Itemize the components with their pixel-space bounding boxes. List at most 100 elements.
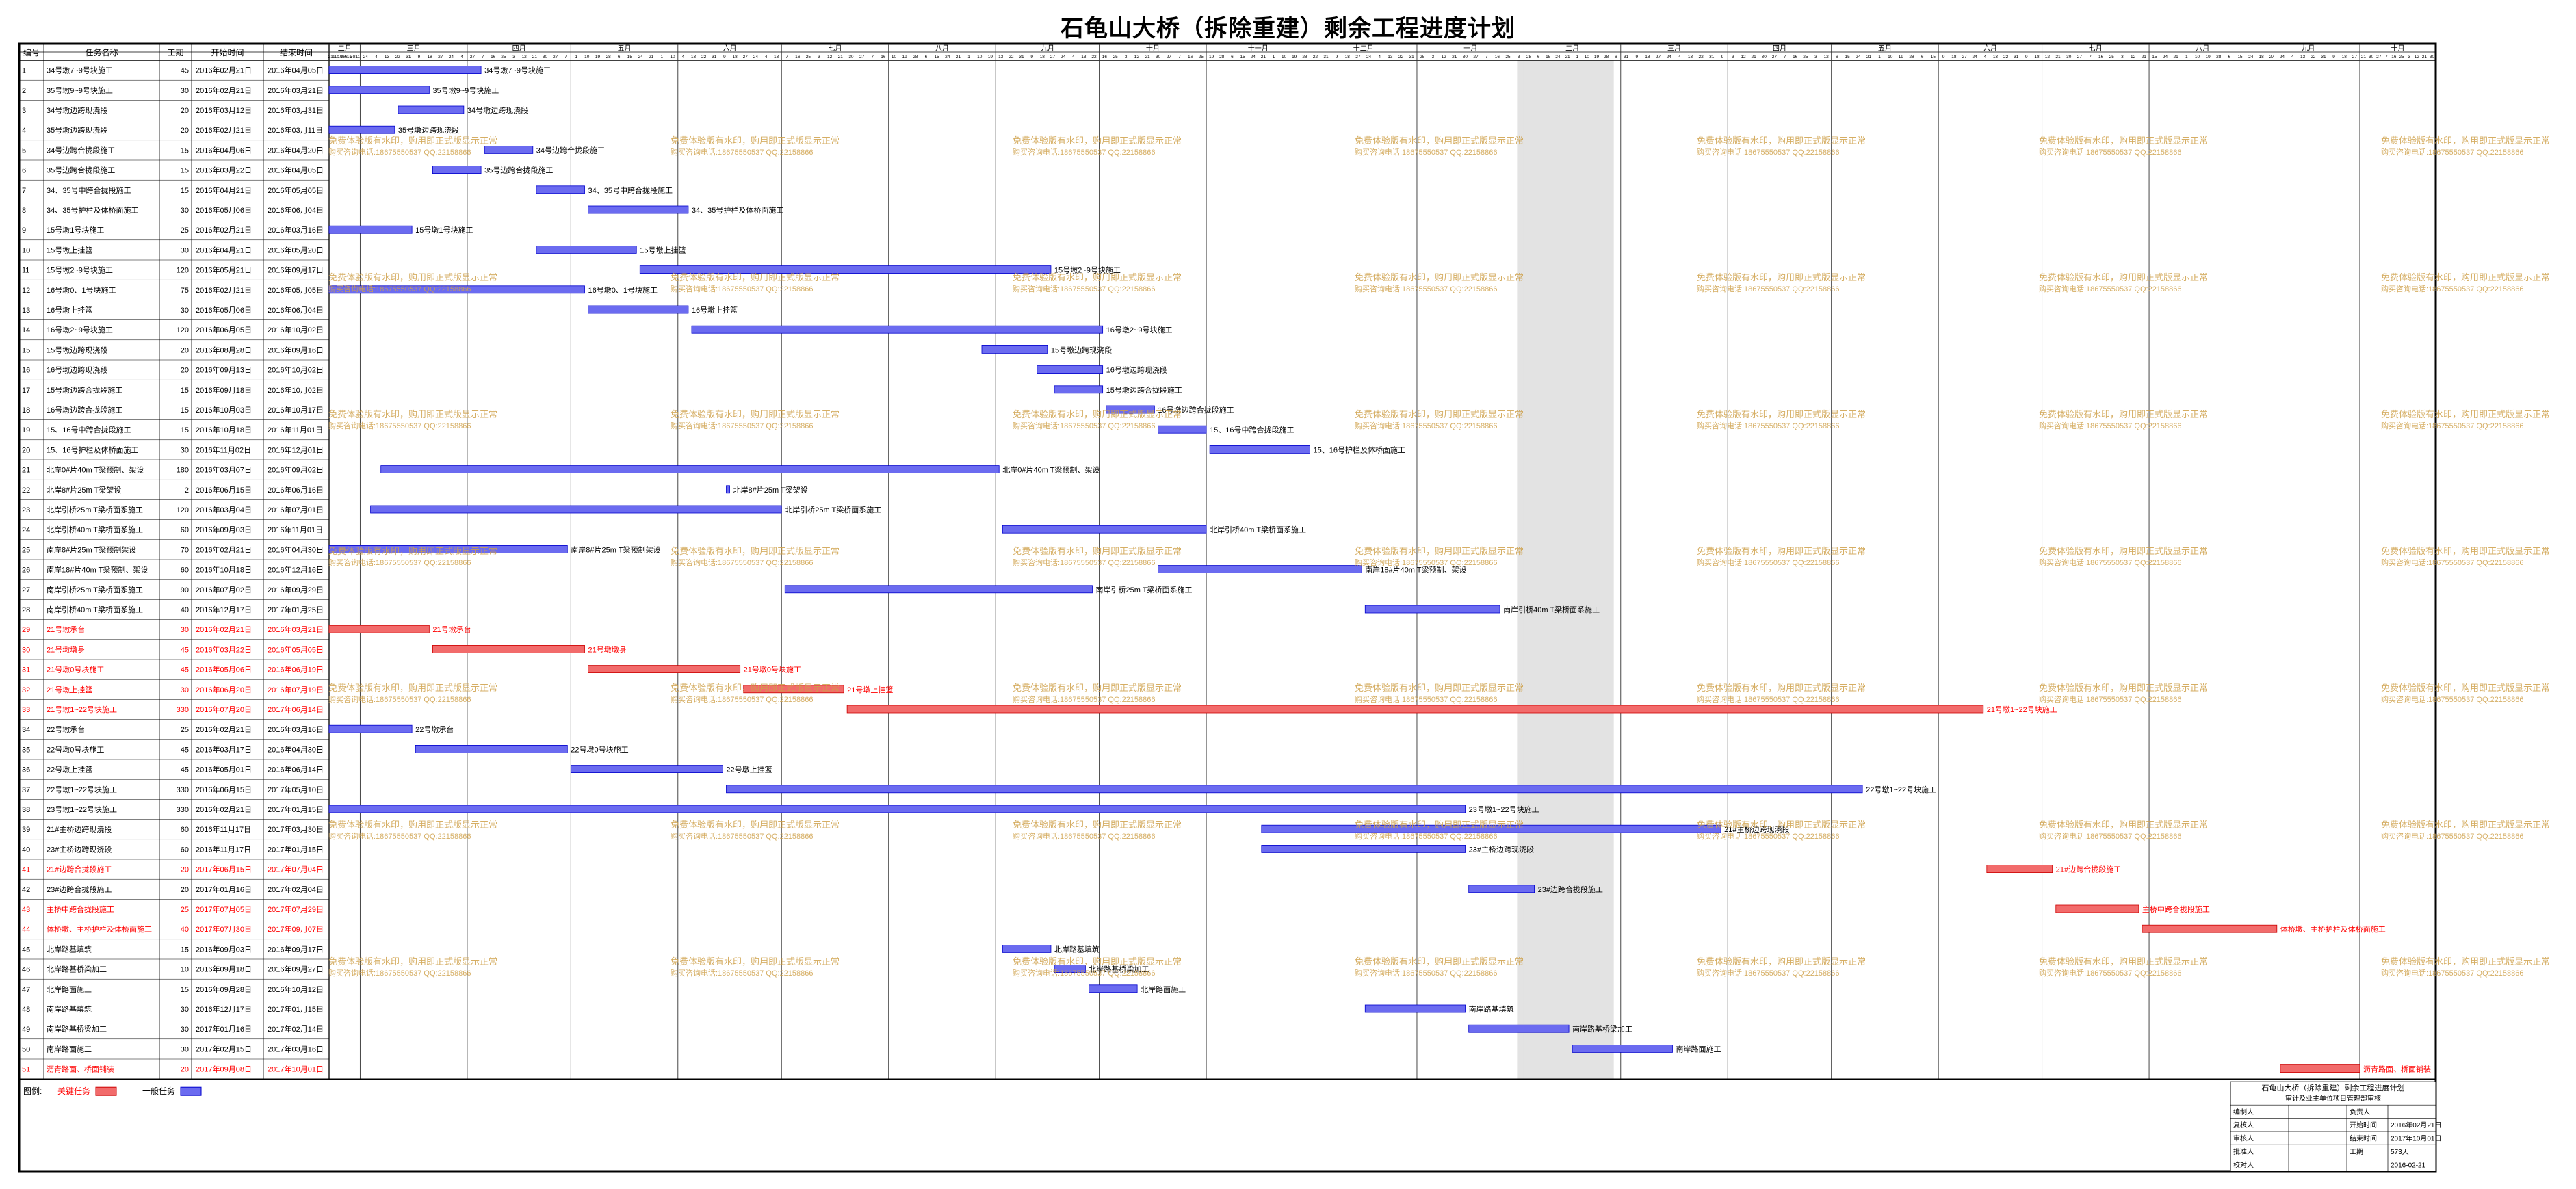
watermark: 购买咨询电话:18675550537 QQ:22158866 <box>671 147 814 157</box>
task-id: 30 <box>22 646 30 654</box>
task-start: 2016年02月21日 <box>196 805 252 814</box>
task-end: 2016年11月01日 <box>268 525 323 534</box>
watermark: 购买咨询电话:18675550537 QQ:22158866 <box>1355 147 1498 157</box>
gantt-bar <box>784 585 1093 594</box>
day-tick-label: 15 <box>934 55 939 60</box>
task-duration: 20 <box>181 127 189 135</box>
month-label: 四月 <box>1773 44 1786 53</box>
task-name: 21#主桥边跨现浇段 <box>47 824 112 834</box>
watermark: 购买咨询电话:18675550537 QQ:22158866 <box>671 558 814 567</box>
watermark: 购买咨询电话:18675550537 QQ:22158866 <box>2039 284 2182 293</box>
task-end: 2016年03月21日 <box>268 625 324 634</box>
task-end: 2016年05月20日 <box>268 245 324 254</box>
day-tick-label: 27 <box>859 55 865 60</box>
gantt-bar <box>536 245 637 254</box>
task-start: 2016年04月21日 <box>196 245 252 254</box>
task-name: 南岸8#片25m T梁预制架设 <box>47 545 136 554</box>
gantt-bar <box>1986 865 2053 873</box>
task-duration: 30 <box>181 1025 189 1034</box>
day-tick-label: 13 <box>1081 55 1087 60</box>
day-tick-label: 7 <box>564 55 567 60</box>
bar-label: 22号墩承台 <box>415 724 454 734</box>
bar-label: 16号墩边跨合拢段施工 <box>1158 405 1234 415</box>
day-tick-label: 1 <box>661 55 664 60</box>
task-id: 37 <box>22 786 30 794</box>
month-label: 六月 <box>1983 44 1997 53</box>
day-tick-label: 31 <box>1409 55 1415 60</box>
gantt-bar <box>328 125 395 134</box>
task-start: 2016年10月18日 <box>196 425 252 434</box>
task-start: 2017年02月15日 <box>196 1044 252 1054</box>
task-duration: 15 <box>181 986 189 994</box>
month-label: 八月 <box>935 44 949 53</box>
task-name: 16号墩边跨合拢段施工 <box>47 405 122 415</box>
info-cell: 结束时间 <box>2350 1134 2377 1143</box>
day-tick-label: 24 <box>1061 55 1066 60</box>
day-tick-label: 4 <box>682 55 685 60</box>
watermark: 免费体验版有水印，购用即正式版显示正常 <box>1697 956 1866 967</box>
day-tick-label: 7 <box>2089 55 2092 60</box>
task-name: 北岸8#片25m T梁架设 <box>47 485 121 495</box>
watermark: 购买咨询电话:18675550537 QQ:22158866 <box>2039 147 2182 157</box>
task-start: 2016年10月18日 <box>196 565 252 575</box>
day-tick-label: 12 <box>2045 55 2051 60</box>
task-start: 2016年05月06日 <box>196 305 252 315</box>
task-id: 22 <box>22 486 30 495</box>
day-tick-label: 12 <box>1134 55 1140 60</box>
day-tick-label: 18 <box>2034 55 2040 60</box>
bar-label: 34、35号中跨合拢段施工 <box>588 185 673 195</box>
day-tick-label: 21 <box>956 55 961 60</box>
task-duration: 15 <box>181 167 189 175</box>
day-tick-label: 27 <box>470 55 476 60</box>
day-tick-label: 24 <box>1555 55 1561 60</box>
task-duration: 30 <box>181 246 189 254</box>
task-duration: 15 <box>181 387 189 395</box>
day-tick-label: 3 <box>1732 55 1734 60</box>
task-duration: 15 <box>181 426 189 434</box>
bar-label: 23#边跨合拢段施工 <box>1538 885 1603 894</box>
task-start: 2016年02月21日 <box>196 86 252 95</box>
task-end: 2016年03月21日 <box>268 86 324 95</box>
day-tick-label: 10 <box>335 55 340 60</box>
day-tick-label: 19 <box>595 55 601 60</box>
day-tick-label: 13 <box>774 55 779 60</box>
task-duration: 2 <box>185 486 189 495</box>
task-start: 2017年09月08日 <box>196 1064 252 1074</box>
day-tick-label: 27 <box>1772 55 1778 60</box>
month-label: 七月 <box>828 44 842 53</box>
task-start: 2016年03月07日 <box>196 465 252 475</box>
day-tick-label: 16 <box>1188 55 1193 60</box>
day-tick-label: 3 <box>1814 55 1817 60</box>
task-end: 2016年12月01日 <box>268 445 324 454</box>
watermark: 免费体验版有水印，购用即正式版显示正常 <box>328 820 497 830</box>
day-tick-label: 31 <box>1019 55 1024 60</box>
gantt-bar <box>1089 984 1138 993</box>
watermark: 免费体验版有水印，购用即正式版显示正常 <box>1697 820 1866 830</box>
header-start: 开始时间 <box>211 48 244 57</box>
day-tick-label: 19 <box>902 55 908 60</box>
day-tick-label: 6 <box>345 55 348 60</box>
day-tick-label: 19 <box>1594 55 1600 60</box>
day-tick-label: 1 <box>357 55 360 60</box>
watermark: 免费体验版有水印，购用即正式版显示正常 <box>1013 683 1182 693</box>
task-id: 1 <box>22 67 26 75</box>
gantt-bar <box>588 205 689 214</box>
task-end: 2017年05月10日 <box>268 785 324 794</box>
task-end: 2016年05月05日 <box>268 285 324 295</box>
task-duration: 30 <box>181 1045 189 1054</box>
watermark: 免费体验版有水印，购用即正式版显示正常 <box>1355 546 1524 556</box>
gantt-bar <box>1158 565 1362 573</box>
gantt-bar <box>328 66 482 74</box>
day-tick-label: 6 <box>1537 55 1540 60</box>
bar-label: 34号墩边跨现浇段 <box>467 105 528 115</box>
day-tick-label: 6 <box>1921 55 1924 60</box>
task-id: 11 <box>22 267 29 275</box>
day-tick-label: 18 <box>1040 55 1045 60</box>
task-start: 2016年07月20日 <box>196 705 252 714</box>
task-name: 15号墩边跨合拢段施工 <box>47 385 122 395</box>
day-tick-label: 1 <box>333 55 335 60</box>
task-duration: 45 <box>181 67 189 75</box>
day-tick-label: 12 <box>1823 55 1829 60</box>
gantt-bar <box>1261 845 1466 853</box>
task-name: 35号边跨合拢段施工 <box>47 166 115 175</box>
